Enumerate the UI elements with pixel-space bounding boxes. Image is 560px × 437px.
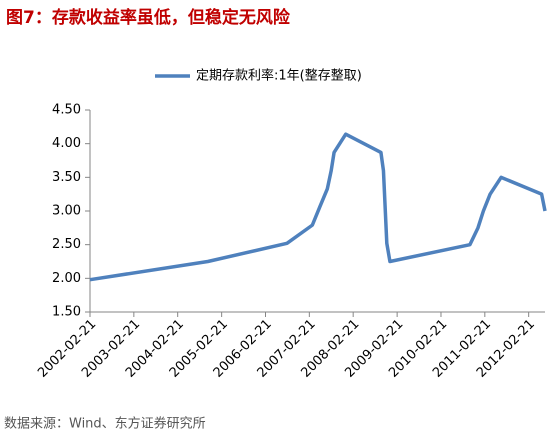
y-tick-label: 3.00 <box>52 204 81 219</box>
y-tick-label: 4.50 <box>52 103 81 118</box>
legend-label: 定期存款利率:1年(整存整取) <box>196 68 362 84</box>
data-line <box>89 132 547 282</box>
source-note: 数据来源：Wind、东方证券研究所 <box>4 416 206 432</box>
y-tick-label: 3.50 <box>52 170 81 185</box>
chart-title: 图7：存款收益率虽低，但稳定无风险 <box>6 7 291 28</box>
y-tick-label: 4.00 <box>52 136 81 151</box>
y-tick-label: 2.50 <box>52 237 81 252</box>
y-tick-label: 2.00 <box>52 271 81 286</box>
y-tick-label: 1.50 <box>52 305 81 320</box>
